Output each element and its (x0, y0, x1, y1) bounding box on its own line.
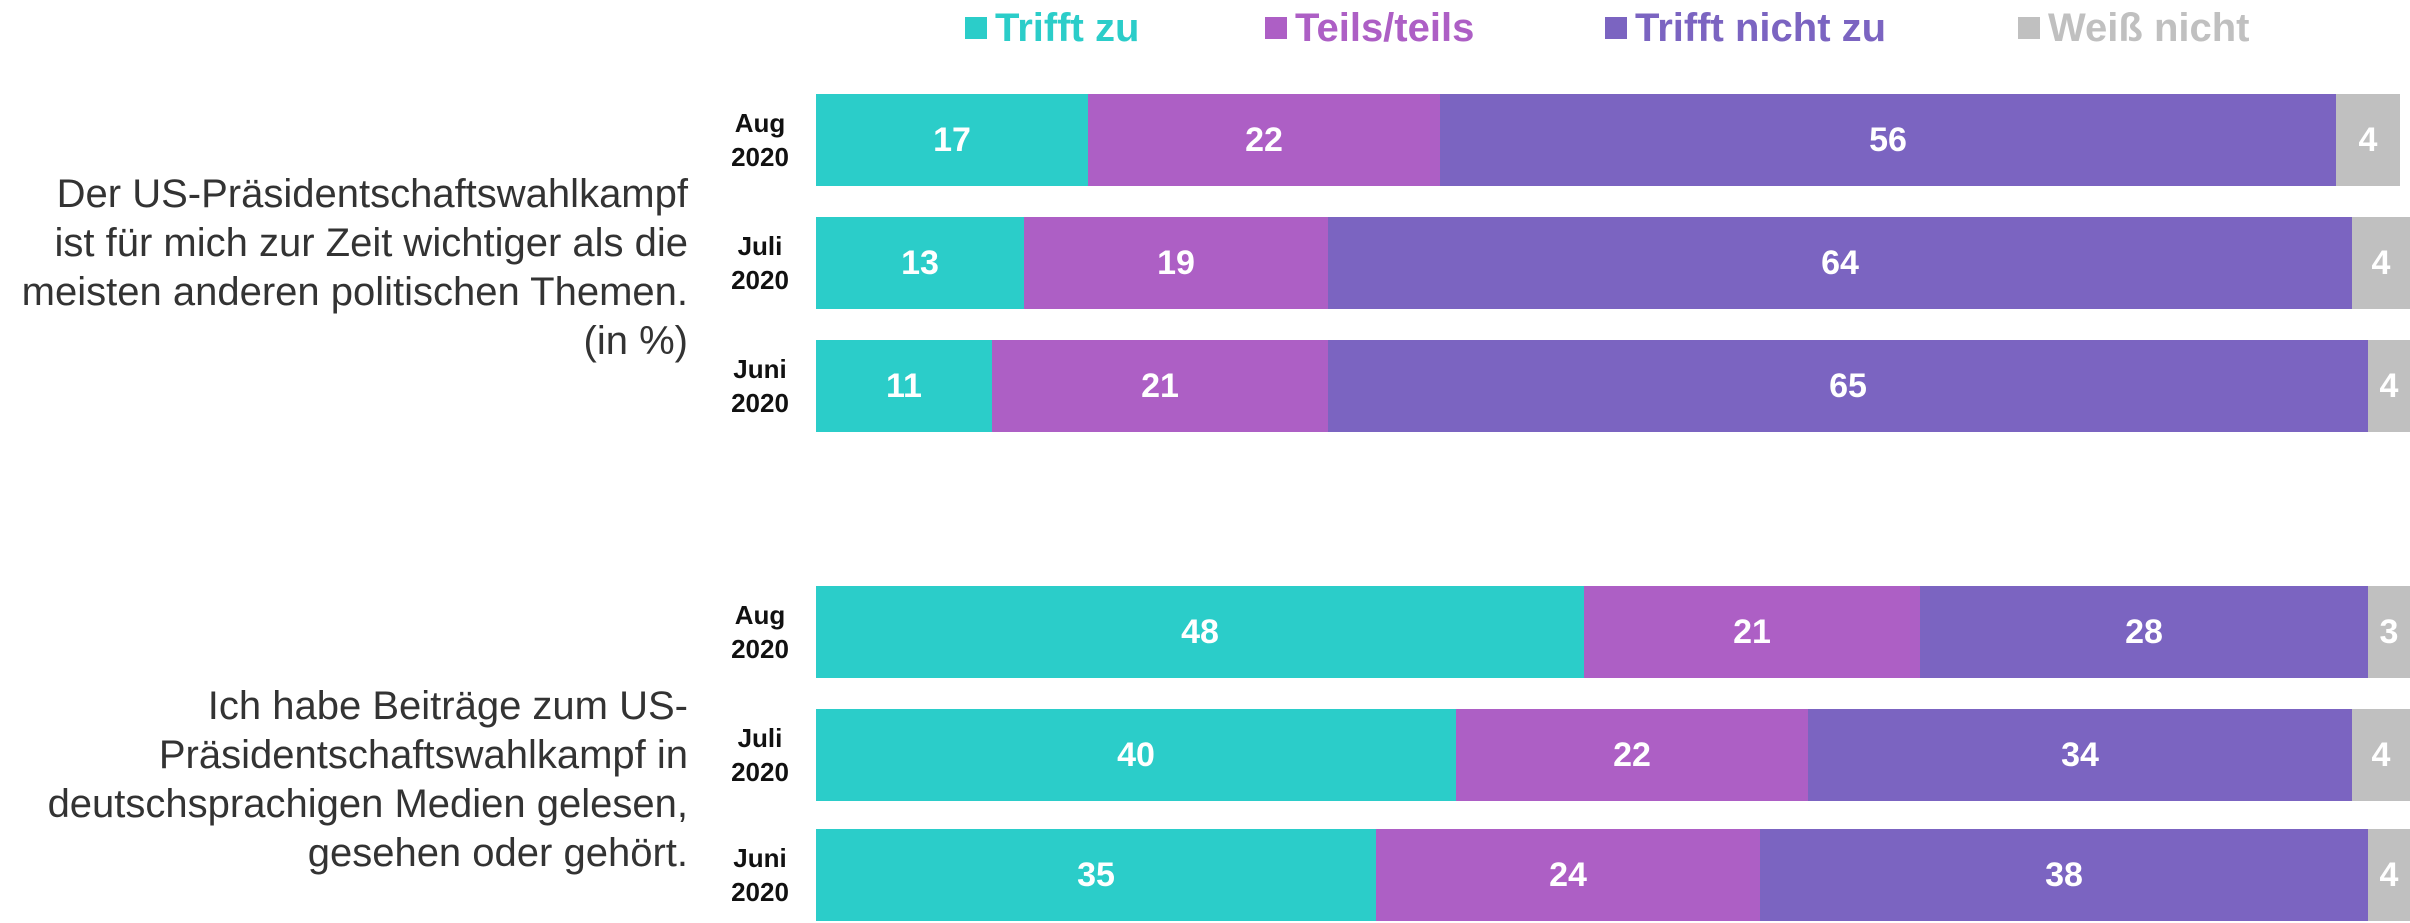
question-label: Ich habe Beiträge zum US-Präsidentschaft… (47, 684, 688, 875)
bar-segment: 28 (1920, 586, 2368, 678)
bar-segment: 3 (2368, 586, 2410, 678)
category-label: Aug 2020 (731, 600, 789, 664)
bar-segment: 64 (1328, 217, 2352, 309)
legend-swatch (1265, 17, 1287, 39)
category-label: Juli 2020 (731, 723, 789, 787)
bar-segment: 22 (1088, 94, 1440, 186)
bar-segment: 40 (816, 709, 1456, 801)
legend-swatch (1605, 17, 1627, 39)
bar-segment: 4 (2336, 94, 2400, 186)
legend-item: Trifft nicht zu (1605, 4, 1886, 52)
legend-label: Trifft nicht zu (1635, 5, 1887, 50)
legend-swatch (2018, 17, 2040, 39)
legend-label: Trifft zu (995, 5, 1140, 50)
category-label: Aug 2020 (731, 108, 789, 172)
legend-item: Teils/teils (1265, 4, 1474, 52)
bar-segment: 4 (2352, 217, 2410, 309)
legend-item: Weiß nicht (2018, 4, 2249, 52)
legend-label: Teils/teils (1295, 5, 1475, 50)
bar-segment: 38 (1760, 829, 2368, 921)
bar-segment: 17 (816, 94, 1088, 186)
bar-segment: 22 (1456, 709, 1808, 801)
legend-label: Weiß nicht (2048, 5, 2250, 50)
bar-segment: 48 (816, 586, 1584, 678)
bar-segment: 11 (816, 340, 992, 432)
bar-segment: 65 (1328, 340, 2368, 432)
category-label: Juni 2020 (731, 843, 789, 907)
bar-segment: 21 (992, 340, 1328, 432)
bar-segment: 34 (1808, 709, 2352, 801)
bar-segment: 13 (816, 217, 1024, 309)
category-label: Juli 2020 (731, 231, 789, 295)
bar-segment: 56 (1440, 94, 2336, 186)
question-label: Der US-Präsidentschaftswahlkampf ist für… (21, 172, 688, 363)
bar-segment: 35 (816, 829, 1376, 921)
legend-swatch (965, 17, 987, 39)
bar-segment: 21 (1584, 586, 1920, 678)
bar-segment: 19 (1024, 217, 1328, 309)
legend-item: Trifft zu (965, 4, 1139, 52)
bar-segment: 24 (1376, 829, 1760, 921)
bar-segment: 4 (2368, 829, 2410, 921)
bar-segment: 4 (2352, 709, 2410, 801)
bar-segment: 4 (2368, 340, 2410, 432)
category-label: Juni 2020 (731, 354, 789, 418)
